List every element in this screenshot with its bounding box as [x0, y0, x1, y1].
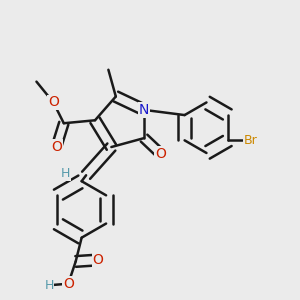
Text: O: O [155, 147, 166, 160]
Text: O: O [51, 140, 62, 154]
Text: O: O [48, 95, 59, 110]
Text: O: O [63, 277, 74, 291]
Text: H: H [44, 279, 54, 292]
Text: Br: Br [244, 134, 257, 147]
Text: H: H [61, 167, 70, 180]
Text: O: O [92, 253, 104, 267]
Text: N: N [139, 103, 149, 117]
